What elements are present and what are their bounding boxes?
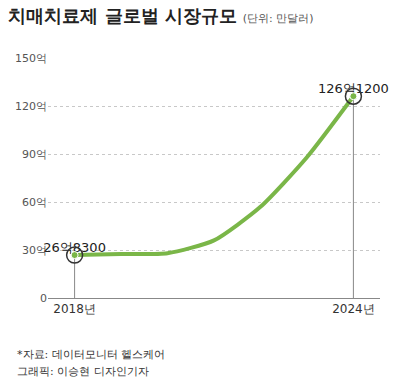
svg-text:*자료: 데이터모니터 헬스케어: *자료: 데이터모니터 헬스케어: [17, 348, 165, 361]
svg-text:0: 0: [40, 292, 47, 305]
svg-text:치매치료제 글로벌 시장규모 (단위: 만달러): 치매치료제 글로벌 시장규모 (단위: 만달러): [8, 5, 313, 26]
svg-text:2024년: 2024년: [332, 302, 375, 316]
svg-text:150억: 150억: [15, 52, 47, 65]
svg-text:90억: 90억: [22, 148, 47, 161]
svg-text:2018년: 2018년: [53, 302, 96, 316]
svg-text:26억8300: 26억8300: [43, 240, 106, 255]
svg-text:30억: 30억: [22, 244, 47, 257]
svg-text:60억: 60억: [22, 196, 47, 209]
svg-text:그래픽: 이승현 디자인기자: 그래픽: 이승현 디자인기자: [17, 365, 149, 378]
svg-text:126억1200: 126억1200: [318, 81, 389, 96]
svg-text:120억: 120억: [15, 100, 47, 113]
